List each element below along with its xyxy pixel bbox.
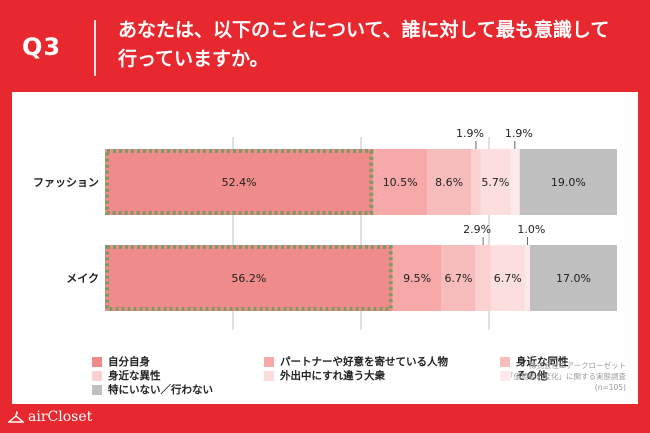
bar-segment	[509, 149, 520, 215]
data-label: 10.5%	[383, 176, 418, 189]
source-company: 株式会社エアークローゼット	[528, 361, 626, 370]
question-header: Q3 あなたは、以下のことについて、誰に対して最も意識して 行っていますか。	[0, 0, 650, 92]
stacked-bar-chart: ファッション 52.4% 10.5% 8.6% 1.9% 5.7% 1.9% 19.0% メイク…	[33, 127, 617, 330]
bar-segment	[519, 149, 617, 215]
chart-panel: ファッション 52.4% 10.5% 8.6% 1.9% 5.7% 1.9% 19.0% メイク…	[12, 92, 638, 404]
question-line-2: 行っていますか。	[118, 48, 269, 70]
data-label: 6.7%	[445, 272, 473, 285]
data-label: 52.4%	[222, 176, 257, 189]
source-sample-size: (n=105)	[594, 383, 626, 392]
bar-segment	[524, 245, 530, 311]
data-label: 8.6%	[435, 176, 463, 189]
source-note: 株式会社エアークローゼット 「価値観の変化」に関する実態調査 (n=105)	[386, 360, 626, 393]
category-label: ファッション	[33, 176, 99, 189]
header-divider	[94, 20, 96, 76]
bar-segment	[105, 149, 374, 215]
callout-label: 1.9%	[456, 127, 484, 140]
callout-label: 2.9%	[463, 223, 491, 236]
question-line-1: あなたは、以下のことについて、誰に対して最も意識して	[118, 19, 610, 41]
bar-segment	[471, 149, 481, 215]
question-text: あなたは、以下のことについて、誰に対して最も意識して 行っていますか。	[118, 16, 628, 74]
bar-segment	[480, 149, 510, 215]
question-number: Q3	[22, 33, 62, 61]
callout-label: 1.9%	[505, 127, 533, 140]
data-label: 9.5%	[403, 272, 431, 285]
data-label: 17.0%	[556, 272, 591, 285]
data-label: 19.0%	[551, 176, 586, 189]
bar-segment	[105, 245, 393, 311]
bar-segment	[475, 245, 491, 311]
brand-name: airCloset	[28, 409, 93, 425]
category-label: メイク	[66, 272, 99, 285]
bar-segment	[373, 149, 428, 215]
bar-segment	[490, 245, 525, 311]
data-label: 56.2%	[231, 272, 266, 285]
bar-segment	[529, 245, 617, 311]
callout-label: 1.0%	[517, 223, 545, 236]
brand-logo: airCloset	[8, 406, 92, 428]
source-survey: 「価値観の変化」に関する実態調査	[506, 372, 626, 381]
bar-segment	[392, 245, 442, 311]
highlight-border	[105, 149, 374, 215]
bar-segment	[427, 149, 472, 215]
data-label: 5.7%	[481, 176, 509, 189]
highlight-border	[105, 245, 393, 311]
bar-segment	[441, 245, 476, 311]
data-label: 6.7%	[494, 272, 522, 285]
hanger-icon	[8, 411, 24, 423]
